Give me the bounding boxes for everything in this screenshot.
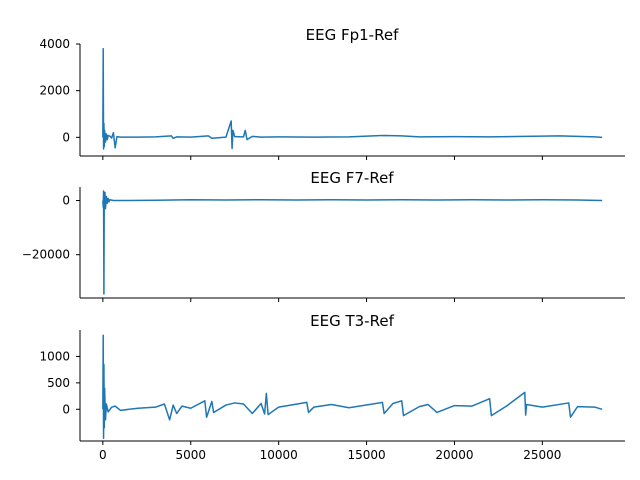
series-line (102, 334, 603, 440)
subplot-fp1: EEG Fp1-Ref 0 2000 4000 (39, 26, 625, 160)
x-tick-group: 0 5000 10000 15000 20000 25000 (99, 441, 561, 462)
x-tick-label: 0 (99, 448, 107, 462)
series-line-group (102, 334, 603, 440)
subplot-title: EEG T3-Ref (310, 312, 394, 330)
x-tick-label: 5000 (175, 448, 206, 462)
x-tick-label: 15000 (347, 448, 385, 462)
y-tick-label: 500 (47, 376, 70, 390)
y-tick-label: −20000 (22, 248, 70, 262)
series-line (102, 190, 603, 295)
x-tick-group (102, 298, 543, 302)
y-tick-label: 2000 (39, 84, 70, 98)
y-tick-label: 1000 (39, 349, 70, 363)
y-tick-label: 0 (62, 194, 70, 208)
x-tick-group (102, 156, 543, 160)
y-tick-group: −20000 0 (22, 194, 80, 262)
subplot-t3: EEG T3-Ref 0 5000 10000 15000 20000 25000 0 50… (39, 312, 625, 462)
series-line-group (102, 47, 603, 150)
series-line-group (102, 190, 603, 295)
x-tick-label: 25000 (523, 448, 561, 462)
subplot-f7: EEG F7-Ref −20000 0 (22, 169, 625, 302)
y-tick-label: 0 (62, 402, 70, 416)
y-tick-label: 0 (62, 130, 70, 144)
y-tick-label: 4000 (39, 37, 70, 51)
y-tick-group: 0 2000 4000 (39, 37, 80, 144)
x-tick-label: 20000 (435, 448, 473, 462)
series-line (102, 47, 603, 150)
x-tick-label: 10000 (260, 448, 298, 462)
y-tick-group: 0 500 1000 (39, 349, 80, 416)
subplot-title: EEG Fp1-Ref (306, 26, 399, 44)
subplot-title: EEG F7-Ref (310, 169, 394, 187)
